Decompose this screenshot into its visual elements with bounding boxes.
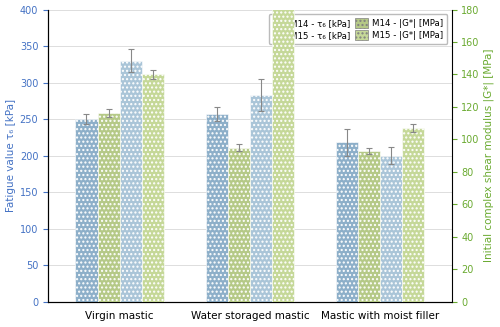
Bar [336, 143, 358, 302]
Bar [76, 119, 98, 302]
Bar [228, 147, 250, 302]
Bar [120, 61, 142, 302]
Bar [98, 113, 120, 302]
Bar [206, 114, 228, 302]
Y-axis label: Initial complex shear modulus |G*| [MPa]: Initial complex shear modulus |G*| [MPa] [484, 49, 494, 262]
Y-axis label: Fatigue value τ₆ [kPa]: Fatigue value τ₆ [kPa] [6, 99, 16, 212]
Bar [250, 95, 272, 302]
Legend: M14 - τ₆ [kPa], M15 - τ₆ [kPa], M14 - |G*| [MPa], M15 - |G*| [MPa]: M14 - τ₆ [kPa], M15 - τ₆ [kPa], M14 - |G… [268, 14, 448, 44]
Bar [272, 0, 294, 302]
Bar [358, 151, 380, 302]
Bar [402, 128, 424, 302]
Bar [380, 156, 402, 302]
Bar [142, 75, 164, 302]
